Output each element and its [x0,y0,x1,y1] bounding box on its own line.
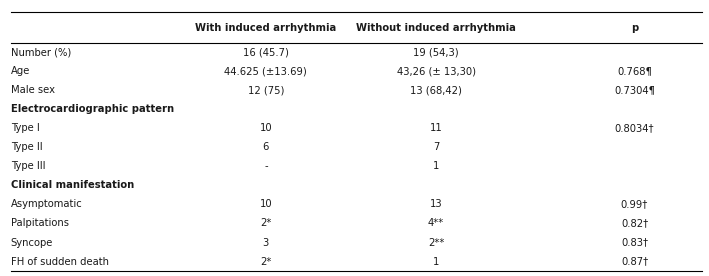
Text: 19 (54,3): 19 (54,3) [413,47,459,57]
Text: -: - [264,161,268,171]
Text: 12 (75): 12 (75) [247,85,284,95]
Text: Age: Age [11,66,30,76]
Text: 0.87†: 0.87† [621,256,648,267]
Text: Male sex: Male sex [11,85,55,95]
Text: 2**: 2** [428,238,445,248]
Text: 6: 6 [263,142,269,152]
Text: p: p [631,23,638,33]
Text: Without induced arrhythmia: Without induced arrhythmia [356,23,516,33]
Text: 10: 10 [259,200,272,209]
Text: 2*: 2* [260,219,272,229]
Text: 4**: 4** [428,219,444,229]
Text: Syncope: Syncope [11,238,53,248]
Text: Electrocardiographic pattern: Electrocardiographic pattern [11,104,174,114]
Text: With induced arrhythmia: With induced arrhythmia [195,23,337,33]
Text: Asymptomatic: Asymptomatic [11,200,82,209]
Text: 0.99†: 0.99† [621,200,648,209]
Text: 1: 1 [433,256,439,267]
Text: 10: 10 [259,123,272,133]
Text: 1: 1 [433,161,439,171]
Text: 13: 13 [430,200,442,209]
Text: Number (%): Number (%) [11,47,71,57]
Text: 0.768¶: 0.768¶ [617,66,652,76]
Text: Palpitations: Palpitations [11,219,69,229]
Text: 7: 7 [433,142,439,152]
Text: 0.82†: 0.82† [621,219,648,229]
Text: Clinical manifestation: Clinical manifestation [11,181,134,190]
Text: Type II: Type II [11,142,43,152]
Text: 0.7304¶: 0.7304¶ [614,85,655,95]
Text: 13 (68,42): 13 (68,42) [410,85,462,95]
Text: Type I: Type I [11,123,40,133]
Text: 16 (45.7): 16 (45.7) [243,47,289,57]
Text: 0.8034†: 0.8034† [615,123,654,133]
Text: 44.625 (±13.69): 44.625 (±13.69) [225,66,307,76]
Text: FH of sudden death: FH of sudden death [11,256,108,267]
Text: 2*: 2* [260,256,272,267]
Text: Type III: Type III [11,161,45,171]
Text: 11: 11 [430,123,442,133]
Text: 43,26 (± 13,30): 43,26 (± 13,30) [396,66,476,76]
Text: 0.83†: 0.83† [621,238,648,248]
Text: 3: 3 [263,238,269,248]
